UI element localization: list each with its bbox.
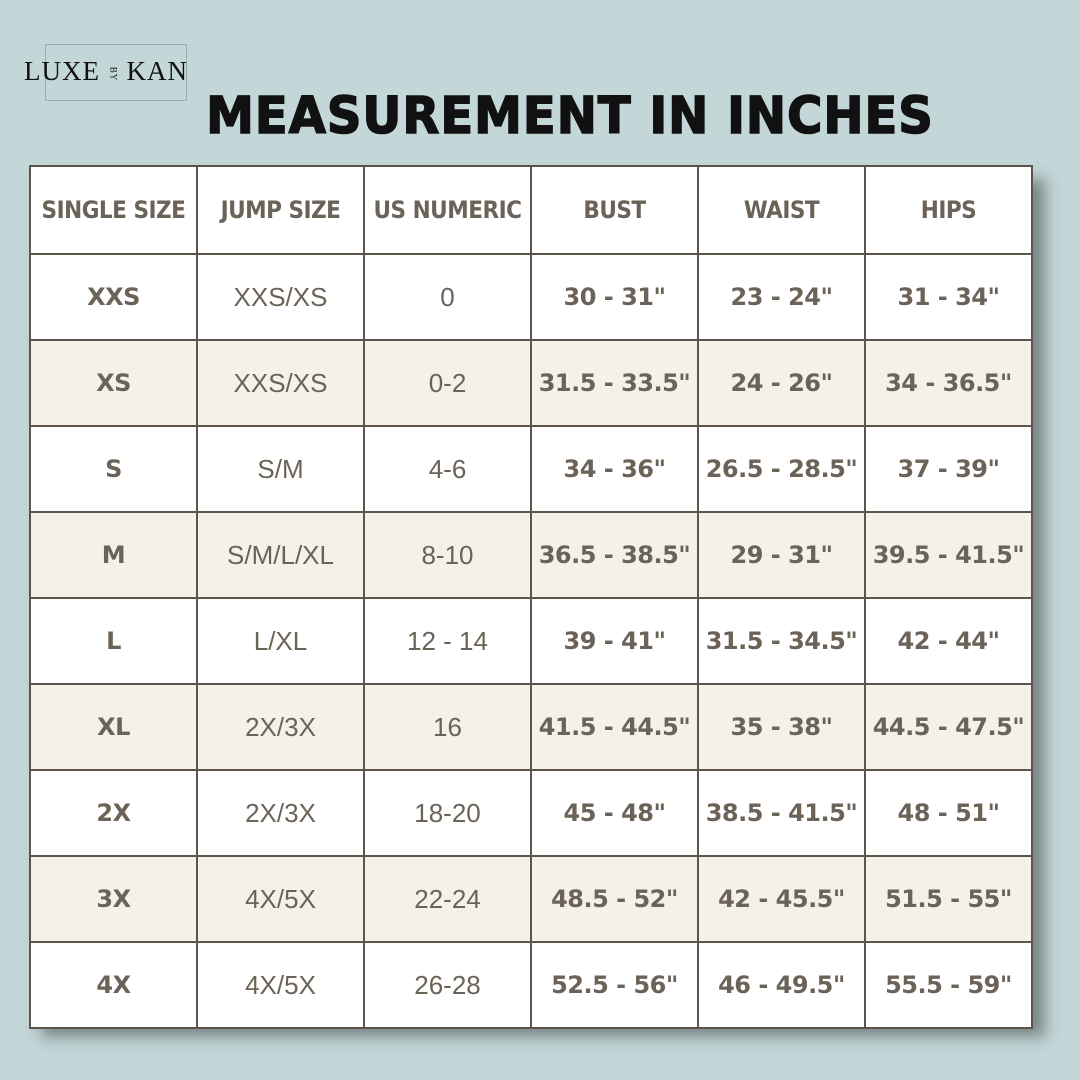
table-cell: 44.5 - 47.5" [864, 683, 1033, 771]
table-cell: 18-20 [363, 769, 532, 857]
table-cell: 51.5 - 55" [864, 855, 1033, 943]
logo-text-by: BY [108, 66, 119, 82]
table-cell: M [29, 511, 198, 599]
table-cell: S/M [196, 425, 365, 513]
table-row: S S/M 4-6 34 - 36" 26.5 - 28.5" 37 - 39" [29, 425, 1033, 513]
table-cell: 31.5 - 33.5" [530, 339, 699, 427]
table-row: 3X 4X/5X 22-24 48.5 - 52" 42 - 45.5" 51.5 - 5… [29, 855, 1033, 943]
table-row: XS XXS/XS 0-2 31.5 - 33.5" 24 - 26" 34 - 36.5… [29, 339, 1033, 427]
table-cell: 4-6 [363, 425, 532, 513]
table-cell: 35 - 38" [697, 683, 866, 771]
table-cell: XL [29, 683, 198, 771]
table-cell: 0-2 [363, 339, 532, 427]
table-cell: L/XL [196, 597, 365, 685]
table-cell: 24 - 26" [697, 339, 866, 427]
size-chart: SINGLE SIZE JUMP SIZE US NUMERIC BUST WAIST H… [29, 165, 1033, 1029]
table-row: XL 2X/3X 16 41.5 - 44.5" 35 - 38" 44.5 - 47.5… [29, 683, 1033, 771]
table-cell: S/M/L/XL [196, 511, 365, 599]
table-cell: 12 - 14 [363, 597, 532, 685]
table-cell: 34 - 36" [530, 425, 699, 513]
table-cell: 45 - 48" [530, 769, 699, 857]
table-cell: 4X/5X [196, 855, 365, 943]
column-header: WAIST [697, 165, 866, 255]
table-cell: 42 - 45.5" [697, 855, 866, 943]
table-cell: 2X/3X [196, 683, 365, 771]
table-cell: 26-28 [363, 941, 532, 1029]
logo-text-left: LUXE [24, 56, 100, 86]
table-row: XXS XXS/XS 0 30 - 31" 23 - 24" 31 - 34" [29, 253, 1033, 341]
table-cell: 31 - 34" [864, 253, 1033, 341]
table-cell: 42 - 44" [864, 597, 1033, 685]
table-cell: 46 - 49.5" [697, 941, 866, 1029]
table-cell: 37 - 39" [864, 425, 1033, 513]
logo-text-right: KAN [126, 56, 188, 86]
table-cell: 41.5 - 44.5" [530, 683, 699, 771]
size-table: SINGLE SIZE JUMP SIZE US NUMERIC BUST WAIST H… [29, 165, 1033, 1029]
table-cell: 23 - 24" [697, 253, 866, 341]
table-row: 2X 2X/3X 18-20 45 - 48" 38.5 - 41.5" 48 - 51" [29, 769, 1033, 857]
table-cell: 2X/3X [196, 769, 365, 857]
table-row: M S/M/L/XL 8-10 36.5 - 38.5" 29 - 31" 39.5 - … [29, 511, 1033, 599]
column-header: HIPS [864, 165, 1033, 255]
table-cell: XXS [29, 253, 198, 341]
table-cell: XS [29, 339, 198, 427]
table-cell: 4X/5X [196, 941, 365, 1029]
table-cell: 26.5 - 28.5" [697, 425, 866, 513]
table-cell: 38.5 - 41.5" [697, 769, 866, 857]
table-cell: 48.5 - 52" [530, 855, 699, 943]
table-cell: 30 - 31" [530, 253, 699, 341]
page-title: MEASUREMENT IN INCHES [205, 86, 934, 146]
table-cell: 34 - 36.5" [864, 339, 1033, 427]
table-cell: 31.5 - 34.5" [697, 597, 866, 685]
table-cell: 8-10 [363, 511, 532, 599]
table-cell: 39 - 41" [530, 597, 699, 685]
table-row: L L/XL 12 - 14 39 - 41" 31.5 - 34.5" 42 - 44" [29, 597, 1033, 685]
table-row: 4X 4X/5X 26-28 52.5 - 56" 46 - 49.5" 55.5 - 5… [29, 941, 1033, 1029]
table-cell: 36.5 - 38.5" [530, 511, 699, 599]
column-header: JUMP SIZE [196, 165, 365, 255]
table-cell: 2X [29, 769, 198, 857]
brand-logo: LUXE BY KAN [24, 56, 188, 87]
table-cell: 3X [29, 855, 198, 943]
logo-frame [45, 44, 187, 101]
table-cell: XXS/XS [196, 253, 365, 341]
table-cell: 4X [29, 941, 198, 1029]
table-cell: 22-24 [363, 855, 532, 943]
table-cell: 0 [363, 253, 532, 341]
table-cell: S [29, 425, 198, 513]
column-header: BUST [530, 165, 699, 255]
table-cell: XXS/XS [196, 339, 365, 427]
table-cell: 48 - 51" [864, 769, 1033, 857]
table-cell: 29 - 31" [697, 511, 866, 599]
column-header: SINGLE SIZE [29, 165, 198, 255]
table-cell: 39.5 - 41.5" [864, 511, 1033, 599]
table-cell: 52.5 - 56" [530, 941, 699, 1029]
header-row: SINGLE SIZE JUMP SIZE US NUMERIC BUST WAIST H… [29, 165, 1033, 255]
table-cell: 16 [363, 683, 532, 771]
table-cell: 55.5 - 59" [864, 941, 1033, 1029]
column-header: US NUMERIC [363, 165, 532, 255]
table-cell: L [29, 597, 198, 685]
